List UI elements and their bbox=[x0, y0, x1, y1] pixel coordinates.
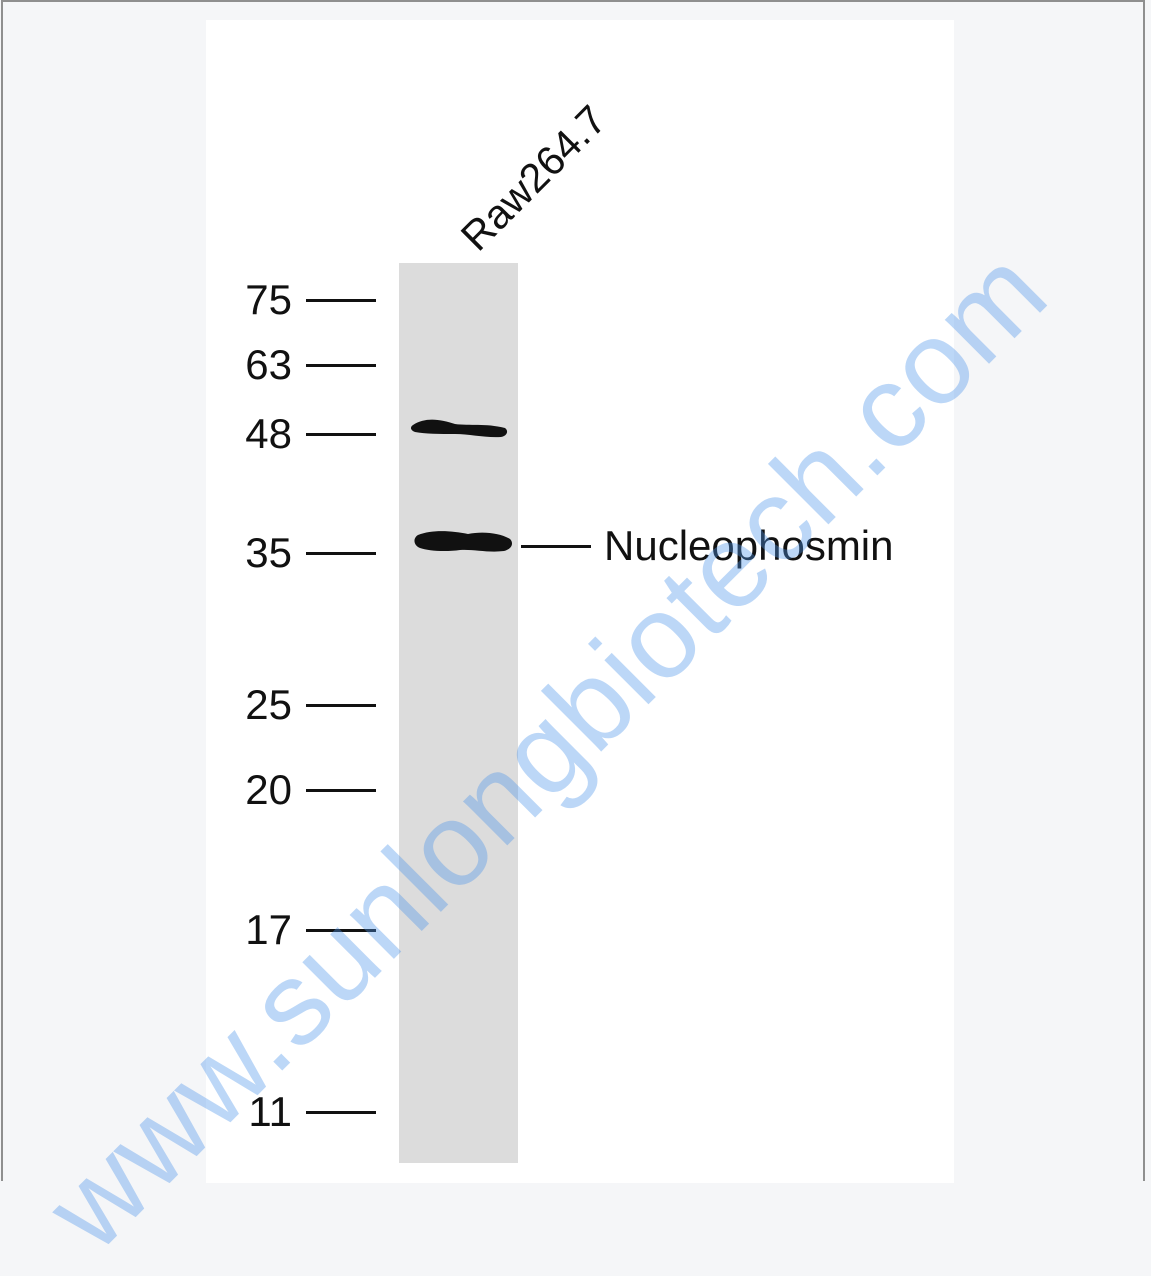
marker-17: 17 bbox=[220, 905, 380, 955]
gel-lane bbox=[399, 263, 518, 1163]
marker-label: 25 bbox=[245, 681, 292, 728]
marker-tick bbox=[306, 364, 376, 367]
marker-label: 48 bbox=[245, 410, 292, 457]
blot-panel bbox=[206, 20, 954, 1183]
marker-tick bbox=[306, 929, 376, 932]
target-label: Nucleophosmin bbox=[604, 522, 894, 569]
marker-25: 25 bbox=[220, 680, 380, 730]
band-48kda bbox=[410, 419, 508, 438]
marker-label: 11 bbox=[248, 1088, 292, 1135]
band-nucleophosmin bbox=[414, 531, 512, 552]
marker-35: 35 bbox=[220, 528, 380, 578]
marker-tick bbox=[306, 299, 376, 302]
marker-tick bbox=[306, 433, 376, 436]
marker-20: 20 bbox=[220, 765, 380, 815]
marker-label: 17 bbox=[245, 906, 292, 953]
image-frame bbox=[1, 0, 1145, 1181]
marker-tick bbox=[306, 789, 376, 792]
marker-label: 75 bbox=[245, 276, 292, 323]
marker-label: 35 bbox=[245, 529, 292, 576]
marker-label: 20 bbox=[245, 766, 292, 813]
marker-63: 63 bbox=[220, 340, 380, 390]
callout-line bbox=[521, 545, 591, 548]
marker-tick bbox=[306, 1111, 376, 1114]
marker-tick bbox=[306, 552, 376, 555]
marker-label: 63 bbox=[245, 341, 292, 388]
marker-48: 48 bbox=[220, 409, 380, 459]
marker-11: 11 bbox=[220, 1087, 380, 1137]
marker-75: 75 bbox=[220, 275, 380, 325]
marker-tick bbox=[306, 704, 376, 707]
